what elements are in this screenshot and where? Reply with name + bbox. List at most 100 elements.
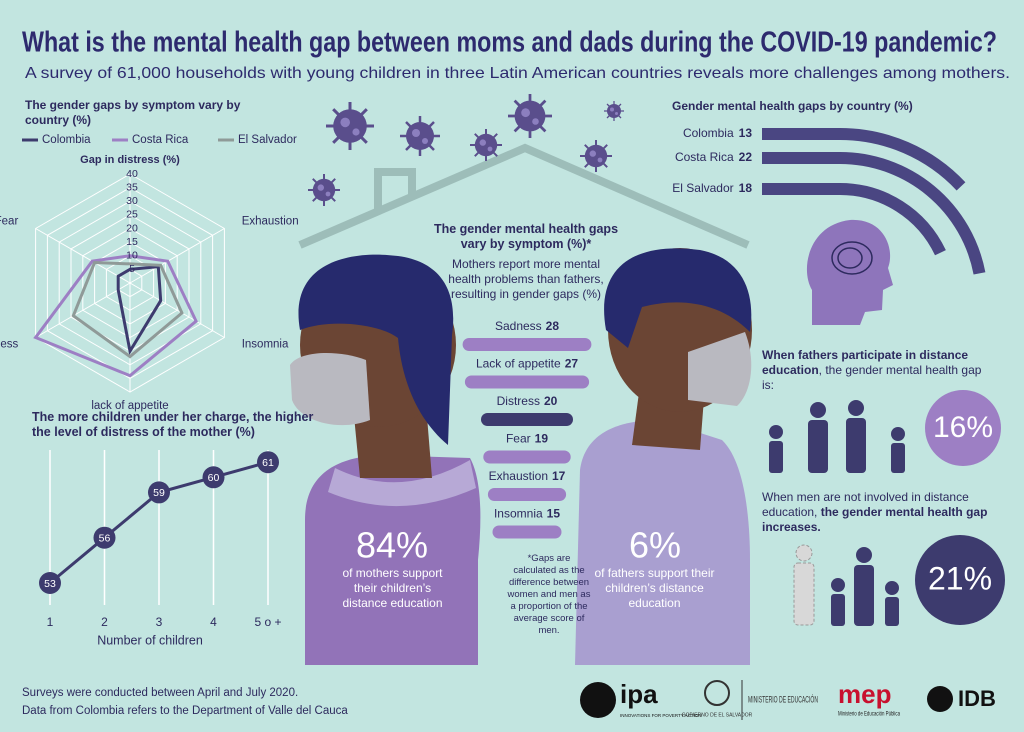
stat-text: When men are not involved in distance ed… [762,490,994,535]
person-head [810,402,826,418]
head-scribble [837,247,863,269]
point [39,572,61,594]
series-area [71,261,184,359]
ipa-tagline: INNOVATIONS FOR POVERTY ACTION [620,713,702,718]
person-head [856,547,872,563]
bar [492,525,562,539]
stat-text-bold: When fathers participate in distance edu… [762,348,969,377]
category-label: Colombia [683,126,734,140]
woman-body [305,455,481,665]
axis-label: Insomnia [242,339,289,351]
bar [481,413,573,426]
stat-text-rest: When men are not involved in distance ed… [762,490,969,519]
category-label: Distress [497,394,540,408]
mep-logo: mep [838,679,891,709]
axis-label: Sadness [0,339,19,351]
bar [487,488,567,501]
head-scribble [831,241,873,275]
house-chimney [374,168,416,212]
idb-symbol [927,686,953,712]
data-label: 53 [44,578,56,590]
bar-label: Exhaustion 17 [489,469,566,483]
man-hair [604,248,752,348]
ipa-logo: ipa [620,679,658,709]
radar-title: The gender gaps by symptom vary by count… [25,98,241,127]
axis-title: Gap in distress (%) [80,154,180,166]
stat-text: When fathers participate in distance edu… [762,348,982,393]
legend-label: Colombia [42,134,91,146]
series-area [33,254,198,378]
spoke [35,282,131,338]
bar-label: Insomnia 15 [494,507,560,521]
x-tick-label: 5 o + [254,615,281,629]
arc [762,128,966,191]
virus-icon [398,114,442,158]
virus-icon [324,100,376,152]
bar-label: Sadness 28 [495,319,559,333]
value-label: 20 [544,394,558,408]
salvador-logo: GOBIERNO DE EL SALVADOR [682,712,753,718]
axis-label: Exhaustion [242,216,299,228]
stat-value: 6% [629,525,681,566]
x-tick-label: 4 [210,615,217,629]
tick-label: 40 [126,168,138,180]
man-body [575,420,750,665]
bar [483,450,571,464]
family-icon [793,544,899,626]
woman-collar [328,460,476,507]
category-label: Fear [506,432,531,446]
ministerio-logo: MINISTERIO DE EDUCACIÓN [748,694,818,704]
absent-person-head [795,544,813,562]
stat-text: of fathers support their children’s dist… [594,566,715,610]
arc [762,183,946,256]
stat-circle [915,535,1005,625]
spoke [35,228,131,284]
person-head [769,425,783,439]
value-label: 22 [739,150,753,164]
salvador-seal [704,680,730,706]
person-head [848,400,864,416]
point [202,466,225,489]
country-label: Colombia 13 [683,126,752,140]
stat-text-bold: the gender mental health gap increases. [762,505,988,534]
idb-logo: IDB [958,686,996,711]
bar [462,338,592,351]
person-body [846,418,866,473]
head-icon [806,219,893,325]
tick-label: 30 [126,195,138,207]
tick-label: 15 [126,236,138,248]
value-label: 15 [547,507,561,521]
bar-subtitle: Mothers report more mental health proble… [448,257,604,301]
data-label: 59 [153,487,165,499]
value-label: 19 [535,432,549,446]
tick-label: 20 [126,222,138,234]
subtitle: A survey of 61,000 households with young… [25,65,1010,82]
axis-label: Fear [0,216,18,228]
axis-label: lack of appetite [91,400,168,412]
point [257,451,279,474]
category-label: Costa Rica [675,150,734,164]
bar-note: *Gaps are calculated as the difference b… [507,553,591,636]
footer-note: Data from Colombia refers to the Departm… [22,705,348,717]
point [148,481,170,504]
arc [762,152,986,275]
x-tick-label: 3 [156,615,163,629]
stat-value: 21% [928,560,992,596]
x-axis-title: Number of children [97,633,203,647]
bar-label: Fear 19 [506,432,548,446]
legend-label: Costa Rica [132,134,189,146]
category-label: Exhaustion [489,469,548,483]
virus-icon [578,138,614,174]
line-title: The more children under her charge, the … [32,410,314,439]
footer-note: Surveys were conducted between April and… [22,687,298,699]
tick-label: 35 [126,181,138,193]
person-body [885,597,899,626]
person-body [891,443,905,473]
person-body [854,565,874,626]
x-tick-label: 1 [47,615,54,629]
value-label: 28 [546,319,560,333]
legend-label: El Salvador [238,134,297,146]
house-roof [298,143,750,249]
category-label: Insomnia [494,507,543,521]
